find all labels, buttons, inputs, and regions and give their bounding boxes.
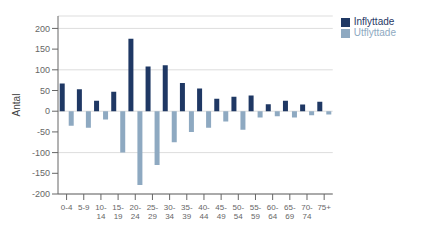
svg-text:45-49: 45-49 — [215, 203, 227, 221]
svg-text:-150: -150 — [32, 168, 50, 178]
svg-text:-50: -50 — [37, 127, 50, 137]
svg-text:15-19: 15-19 — [112, 203, 124, 221]
html-text:Utflyttade: Utflyttade — [353, 27, 396, 38]
svg-text:25-29: 25-29 — [147, 203, 159, 221]
svg-text:0: 0 — [45, 106, 50, 116]
svg-text:-200: -200 — [32, 189, 50, 199]
svg-text:Antal: Antal — [11, 94, 22, 117]
svg-text:5-9: 5-9 — [78, 203, 90, 212]
svg-text:200: 200 — [35, 24, 50, 34]
svg-text:60-64: 60-64 — [267, 203, 279, 221]
svg-text:0-4: 0-4 — [61, 203, 73, 212]
svg-text:150: 150 — [35, 44, 50, 54]
svg-text:20-24: 20-24 — [129, 203, 141, 221]
svg-text:55-59: 55-59 — [250, 203, 262, 221]
svg-text:-100: -100 — [32, 148, 50, 158]
svg-text:40-44: 40-44 — [198, 203, 210, 221]
svg-text:30-34: 30-34 — [164, 203, 176, 221]
svg-text:50-54: 50-54 — [233, 203, 245, 221]
svg-text:65-69: 65-69 — [284, 203, 296, 221]
svg-text:10-14: 10-14 — [95, 203, 107, 221]
svg-text:100: 100 — [35, 65, 50, 75]
svg-text:50: 50 — [40, 86, 50, 96]
svg-text:70-74: 70-74 — [301, 203, 313, 221]
svg-text:75+: 75+ — [317, 203, 331, 212]
html-text:Inflyttade: Inflyttade — [353, 16, 395, 27]
svg-text:35-39: 35-39 — [181, 203, 193, 221]
